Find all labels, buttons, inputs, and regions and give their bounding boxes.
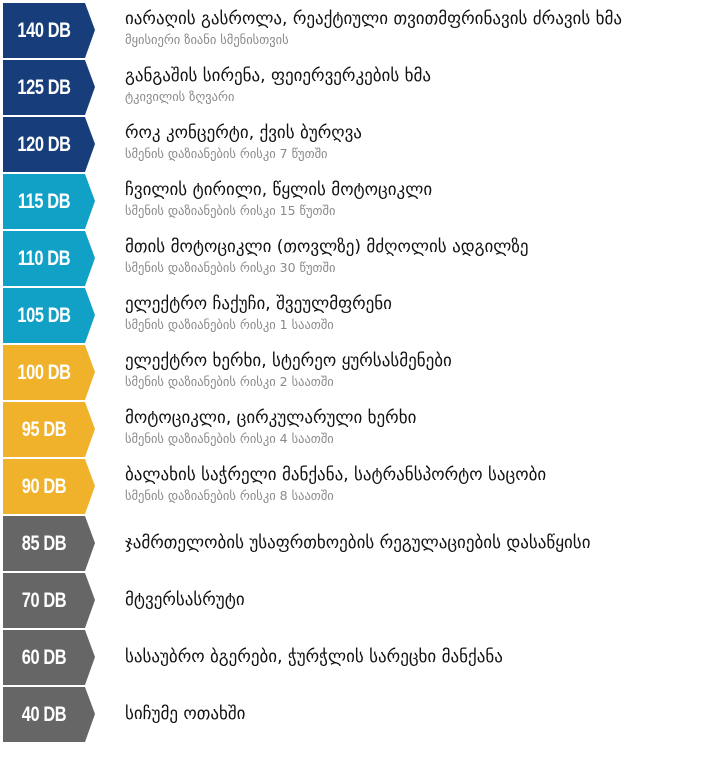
decibel-description: სიჩუმე ოთახში [125, 702, 245, 726]
decibel-badge: 105 DB [3, 288, 95, 343]
decibel-value: 70 DB [21, 589, 67, 612]
sound-source-title: მთის მოტოციკლი (თოვლზე) მძღოლის ადგილზე [125, 237, 529, 257]
decibel-description: მოტოციკლი, ცირკულარული ხერხი სმენის დაზია… [125, 406, 416, 448]
sound-source-title: განგაშის სირენა, ფეიერვერკების ხმა [125, 66, 432, 86]
sound-source-title: ჩვილის ტირილი, წყლის მოტოციკლი [125, 180, 433, 200]
decibel-description: როკ კონცერტი, ქვის ბურღვა სმენის დაზიანებ… [125, 121, 362, 163]
decibel-badge: 95 DB [3, 402, 95, 457]
risk-note: სმენის დაზიანების რისკი 4 საათში [125, 431, 334, 446]
decibel-description: ელექტრო ხერხი, სტერეო ყურსასმენები სმენის… [125, 349, 452, 391]
decibel-badge: 90 DB [3, 459, 95, 514]
decibel-description: ჩვილის ტირილი, წყლის მოტოციკლი სმენის დაზ… [125, 178, 432, 220]
risk-note: სმენის დაზიანების რისკი 2 საათში [125, 374, 334, 389]
risk-note: სმენის დაზიანების რისკი 7 წუთში [125, 146, 328, 161]
decibel-badge: 110 DB [3, 231, 95, 286]
decibel-badge: 70 DB [3, 573, 95, 628]
sound-source-title: სიჩუმე ოთახში [125, 704, 246, 724]
risk-note: სმენის დაზიანების რისკი 30 წუთში [125, 260, 336, 275]
decibel-description: იარაღის გასროლა, რეაქტიული თვითმფრინავის… [125, 7, 622, 49]
decibel-badge: 100 DB [3, 345, 95, 400]
decibel-badge: 140 DB [3, 3, 95, 58]
risk-note: სმენის დაზიანების რისკი 8 საათში [125, 488, 334, 503]
decibel-value: 95 DB [21, 418, 67, 441]
decibel-value: 115 DB [17, 190, 71, 213]
decibel-description: განგაშის სირენა, ფეიერვერკების ხმა ტკივილ… [125, 64, 431, 106]
decibel-value: 60 DB [21, 646, 67, 669]
decibel-description: სასაუბრო ბგერები, ჭურჭლის სარეცხი მანქან… [125, 645, 503, 669]
decibel-description: მთის მოტოციკლი (თოვლზე) მძღოლის ადგილზე ს… [125, 235, 529, 277]
decibel-value: 105 DB [17, 304, 71, 327]
sound-source-title: ბალახის საჭრელი მანქანა, სატრანსპორტო სა… [125, 465, 547, 485]
decibel-description: ბალახის საჭრელი მანქანა, სატრანსპორტო სა… [125, 463, 546, 505]
sound-source-title: მტვერსასრუტი [125, 590, 245, 610]
sound-source-title: სასაუბრო ბგერები, ჭურჭლის სარეცხი მანქან… [125, 647, 503, 667]
decibel-badge: 40 DB [3, 687, 95, 742]
risk-note: სმენის დაზიანების რისკი 1 საათში [125, 317, 334, 332]
decibel-value: 120 DB [17, 133, 71, 156]
decibel-value: 85 DB [21, 532, 67, 555]
decibel-description: ჯამრთელობის უსაფრთხოების რეგულაციების და… [125, 531, 591, 555]
decibel-value: 140 DB [17, 19, 71, 42]
sound-source-title: ელექტრო ჩაქუჩი, შვეულმფრენი [125, 294, 392, 314]
sound-source-title: ელექტრო ხერხი, სტერეო ყურსასმენები [125, 351, 452, 371]
decibel-badge: 85 DB [3, 516, 95, 571]
risk-note: ტკივილის ზღვარი [125, 89, 235, 104]
decibel-value: 100 DB [17, 361, 71, 384]
decibel-badge: 60 DB [3, 630, 95, 685]
decibel-badge: 115 DB [3, 174, 95, 229]
risk-note: სმენის დაზიანების რისკი 15 წუთში [125, 203, 336, 218]
decibel-description: ელექტრო ჩაქუჩი, შვეულმფრენი სმენის დაზიან… [125, 292, 392, 334]
decibel-badge: 120 DB [3, 117, 95, 172]
sound-source-title: ჯამრთელობის უსაფრთხოების რეგულაციების და… [125, 533, 591, 553]
decibel-value: 110 DB [17, 247, 71, 270]
risk-note: მყისიერი ზიანი სმენისთვის [125, 32, 289, 47]
decibel-value: 40 DB [21, 703, 67, 726]
decibel-description: მტვერსასრუტი [125, 588, 245, 612]
decibel-value: 125 DB [17, 76, 71, 99]
sound-source-title: იარაღის გასროლა, რეაქტიული თვითმფრინავის… [125, 9, 623, 29]
decibel-badge: 125 DB [3, 60, 95, 115]
sound-source-title: როკ კონცერტი, ქვის ბურღვა [125, 123, 362, 143]
sound-source-title: მოტოციკლი, ცირკულარული ხერხი [125, 408, 417, 428]
decibel-value: 90 DB [21, 475, 67, 498]
